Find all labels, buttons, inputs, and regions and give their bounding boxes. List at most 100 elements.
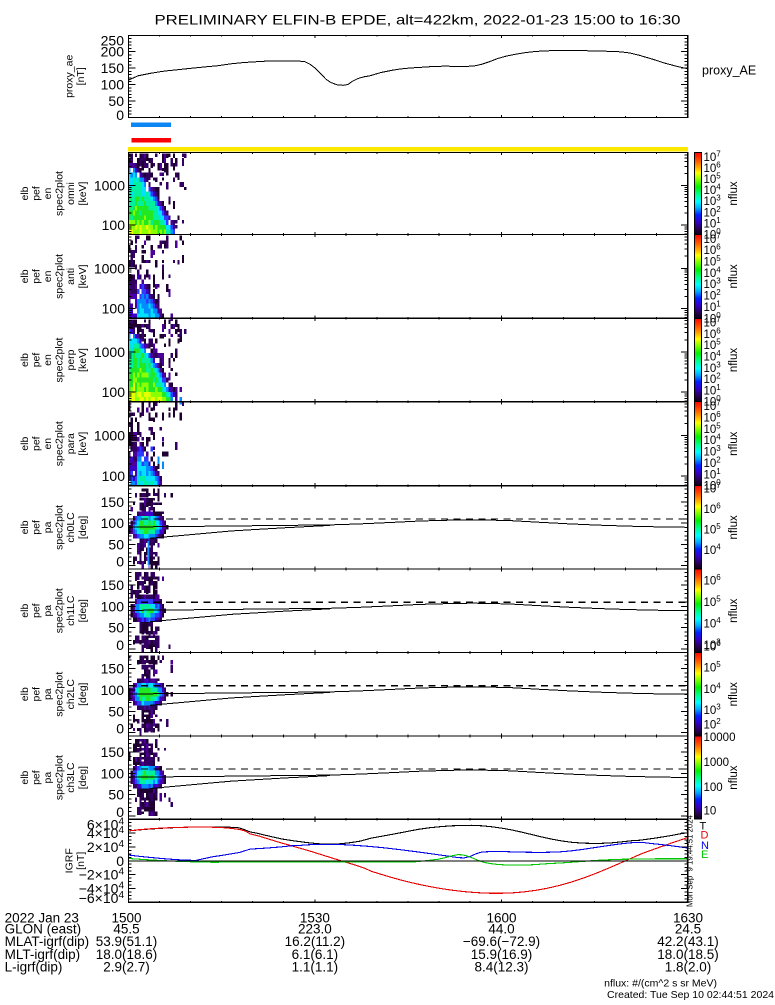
svg-text:1000: 1000	[94, 178, 125, 194]
svg-text:0: 0	[116, 804, 124, 820]
svg-text:[nT]: [nT]	[75, 852, 87, 870]
svg-text:spec2plot: spec2plot	[54, 337, 66, 382]
svg-text:pef: pef	[30, 770, 42, 785]
svg-text:proxy_ae: proxy_ae	[64, 55, 76, 98]
svg-text:elb: elb	[19, 604, 31, 618]
svg-text:[deg]: [deg]	[77, 516, 89, 539]
svg-text:pef: pef	[30, 186, 42, 201]
svg-text:2022 Jan 23: 2022 Jan 23	[5, 910, 79, 925]
svg-text:100: 100	[101, 515, 125, 531]
svg-text:en: en	[42, 270, 54, 282]
svg-text:100: 100	[102, 301, 126, 317]
svg-text:pa: pa	[42, 772, 54, 784]
svg-text:−69.6(−72.9): −69.6(−72.9)	[463, 934, 540, 949]
svg-text:50: 50	[108, 787, 124, 803]
svg-text:6×104: 6×104	[87, 817, 125, 833]
svg-text:pa: pa	[42, 688, 54, 700]
svg-text:100: 100	[102, 217, 126, 233]
svg-text:10000: 10000	[704, 732, 736, 744]
svg-text:elb: elb	[19, 520, 31, 534]
svg-text:pef: pef	[30, 269, 42, 284]
svg-text:en: en	[42, 354, 54, 366]
svg-text:1000: 1000	[94, 428, 125, 444]
svg-text:1500: 1500	[111, 910, 141, 925]
svg-text:MLAT-igrf(dip): MLAT-igrf(dip)	[5, 934, 90, 949]
svg-text:8.4(12.3): 8.4(12.3)	[474, 960, 528, 975]
svg-text:pa: pa	[42, 521, 54, 533]
svg-text:Created: Tue Sep 10 02:44:51 2: Created: Tue Sep 10 02:44:51 2024	[607, 989, 774, 1000]
svg-text:100: 100	[102, 468, 126, 484]
svg-text:spec2plot: spec2plot	[54, 755, 66, 800]
svg-text:15.9(16.9): 15.9(16.9)	[471, 947, 533, 962]
svg-text:T: T	[700, 821, 707, 833]
svg-text:ch3LC: ch3LC	[65, 762, 77, 793]
svg-text:1000: 1000	[94, 344, 125, 360]
svg-text:[nT]: [nT]	[75, 67, 87, 85]
svg-text:PRELIMINARY ELFIN-B EPDE, alt=: PRELIMINARY ELFIN-B EPDE, alt=422km, 202…	[155, 12, 681, 28]
svg-text:2.9(2.7): 2.9(2.7)	[103, 960, 150, 975]
svg-text:16.2(11.2): 16.2(11.2)	[285, 934, 346, 949]
svg-text:100: 100	[101, 598, 125, 614]
svg-text:1.8(2.0): 1.8(2.0)	[665, 960, 712, 975]
svg-text:pef: pef	[30, 603, 42, 618]
svg-text:nflux: #/(cm^2 s sr MeV): nflux: #/(cm^2 s sr MeV)	[604, 978, 717, 990]
svg-text:nflux: nflux	[728, 515, 740, 540]
svg-text:150: 150	[101, 494, 125, 510]
svg-text:nflux: nflux	[728, 348, 740, 373]
svg-text:100: 100	[102, 384, 126, 400]
svg-text:elb: elb	[19, 353, 31, 367]
svg-text:1530: 1530	[300, 910, 330, 925]
svg-text:pef: pef	[30, 436, 42, 451]
svg-text:1.1(1.1): 1.1(1.1)	[292, 960, 339, 975]
svg-text:1600: 1600	[486, 910, 516, 925]
svg-text:nflux: nflux	[728, 682, 740, 707]
svg-text:pef: pef	[30, 353, 42, 368]
svg-text:0: 0	[116, 637, 124, 653]
svg-text:pef: pef	[30, 520, 42, 535]
svg-text:L-igrf(dip): L-igrf(dip)	[5, 960, 63, 975]
svg-text:6.1(6.1): 6.1(6.1)	[292, 947, 339, 962]
svg-text:−6×104: −6×104	[79, 890, 125, 906]
svg-text:elb: elb	[19, 687, 31, 701]
svg-text:−4×104: −4×104	[79, 881, 125, 897]
svg-text:nflux: nflux	[728, 264, 740, 289]
svg-text:spec2plot: spec2plot	[54, 421, 66, 466]
svg-text:E: E	[701, 849, 708, 861]
svg-text:spec2plot: spec2plot	[54, 505, 66, 550]
svg-text:0: 0	[116, 721, 124, 737]
svg-text:pef: pef	[30, 687, 42, 702]
svg-text:spec2plot: spec2plot	[54, 672, 66, 717]
svg-text:2×104: 2×104	[87, 839, 125, 855]
svg-text:150: 150	[101, 577, 125, 593]
svg-text:0: 0	[116, 853, 124, 869]
svg-text:omni: omni	[65, 182, 77, 205]
svg-text:42.2(43.1): 42.2(43.1)	[657, 934, 719, 949]
svg-text:1630: 1630	[673, 910, 703, 925]
svg-text:spec2plot: spec2plot	[54, 171, 66, 216]
svg-text:250: 250	[101, 33, 125, 49]
svg-text:perp: perp	[65, 349, 77, 370]
svg-text:nflux: nflux	[728, 765, 740, 790]
svg-text:nflux: nflux	[728, 181, 740, 206]
svg-text:100: 100	[101, 77, 125, 93]
svg-text:MLT-igrf(dip): MLT-igrf(dip)	[5, 947, 81, 962]
svg-text:45.5: 45.5	[113, 922, 139, 937]
svg-text:50: 50	[108, 703, 124, 719]
svg-text:[keV]: [keV]	[77, 264, 89, 288]
svg-text:elb: elb	[19, 437, 31, 451]
svg-text:10: 10	[704, 806, 717, 818]
svg-text:para: para	[65, 433, 77, 454]
svg-text:Mon Sep 9 19:44:51 2024: Mon Sep 9 19:44:51 2024	[686, 814, 695, 907]
svg-text:200: 200	[101, 44, 125, 60]
svg-text:223.0: 223.0	[298, 922, 332, 937]
svg-text:pa: pa	[42, 605, 54, 617]
svg-text:proxy_AE: proxy_AE	[702, 64, 756, 78]
svg-text:0: 0	[116, 554, 124, 570]
svg-text:150: 150	[101, 661, 125, 677]
svg-text:100: 100	[101, 682, 125, 698]
svg-text:18.0(18.5): 18.0(18.5)	[657, 947, 719, 962]
svg-text:1000: 1000	[704, 757, 730, 769]
svg-text:ch1LC: ch1LC	[65, 595, 77, 626]
svg-text:44.0: 44.0	[488, 922, 514, 937]
svg-text:spec2plot: spec2plot	[54, 254, 66, 299]
